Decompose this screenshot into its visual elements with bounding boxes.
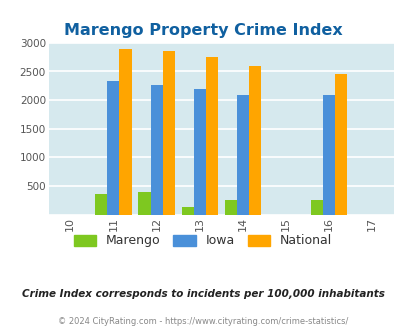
Bar (193, 89, 205, 214)
Bar (248, 66, 260, 214)
Bar (107, 81, 119, 214)
Bar (224, 200, 236, 214)
Bar (181, 207, 193, 214)
Bar (310, 200, 322, 214)
Bar (334, 74, 346, 214)
Legend: Marengo, Iowa, National: Marengo, Iowa, National (70, 231, 335, 251)
Text: Crime Index corresponds to incidents per 100,000 inhabitants: Crime Index corresponds to incidents per… (21, 289, 384, 299)
Text: Marengo Property Crime Index: Marengo Property Crime Index (64, 23, 341, 38)
Bar (236, 95, 248, 214)
Bar (150, 85, 162, 214)
Bar (205, 57, 217, 215)
Text: © 2024 CityRating.com - https://www.cityrating.com/crime-statistics/: © 2024 CityRating.com - https://www.city… (58, 317, 347, 326)
Bar (138, 192, 150, 214)
Bar (119, 49, 131, 214)
Bar (95, 194, 107, 214)
Bar (322, 95, 335, 214)
Bar (162, 51, 174, 214)
